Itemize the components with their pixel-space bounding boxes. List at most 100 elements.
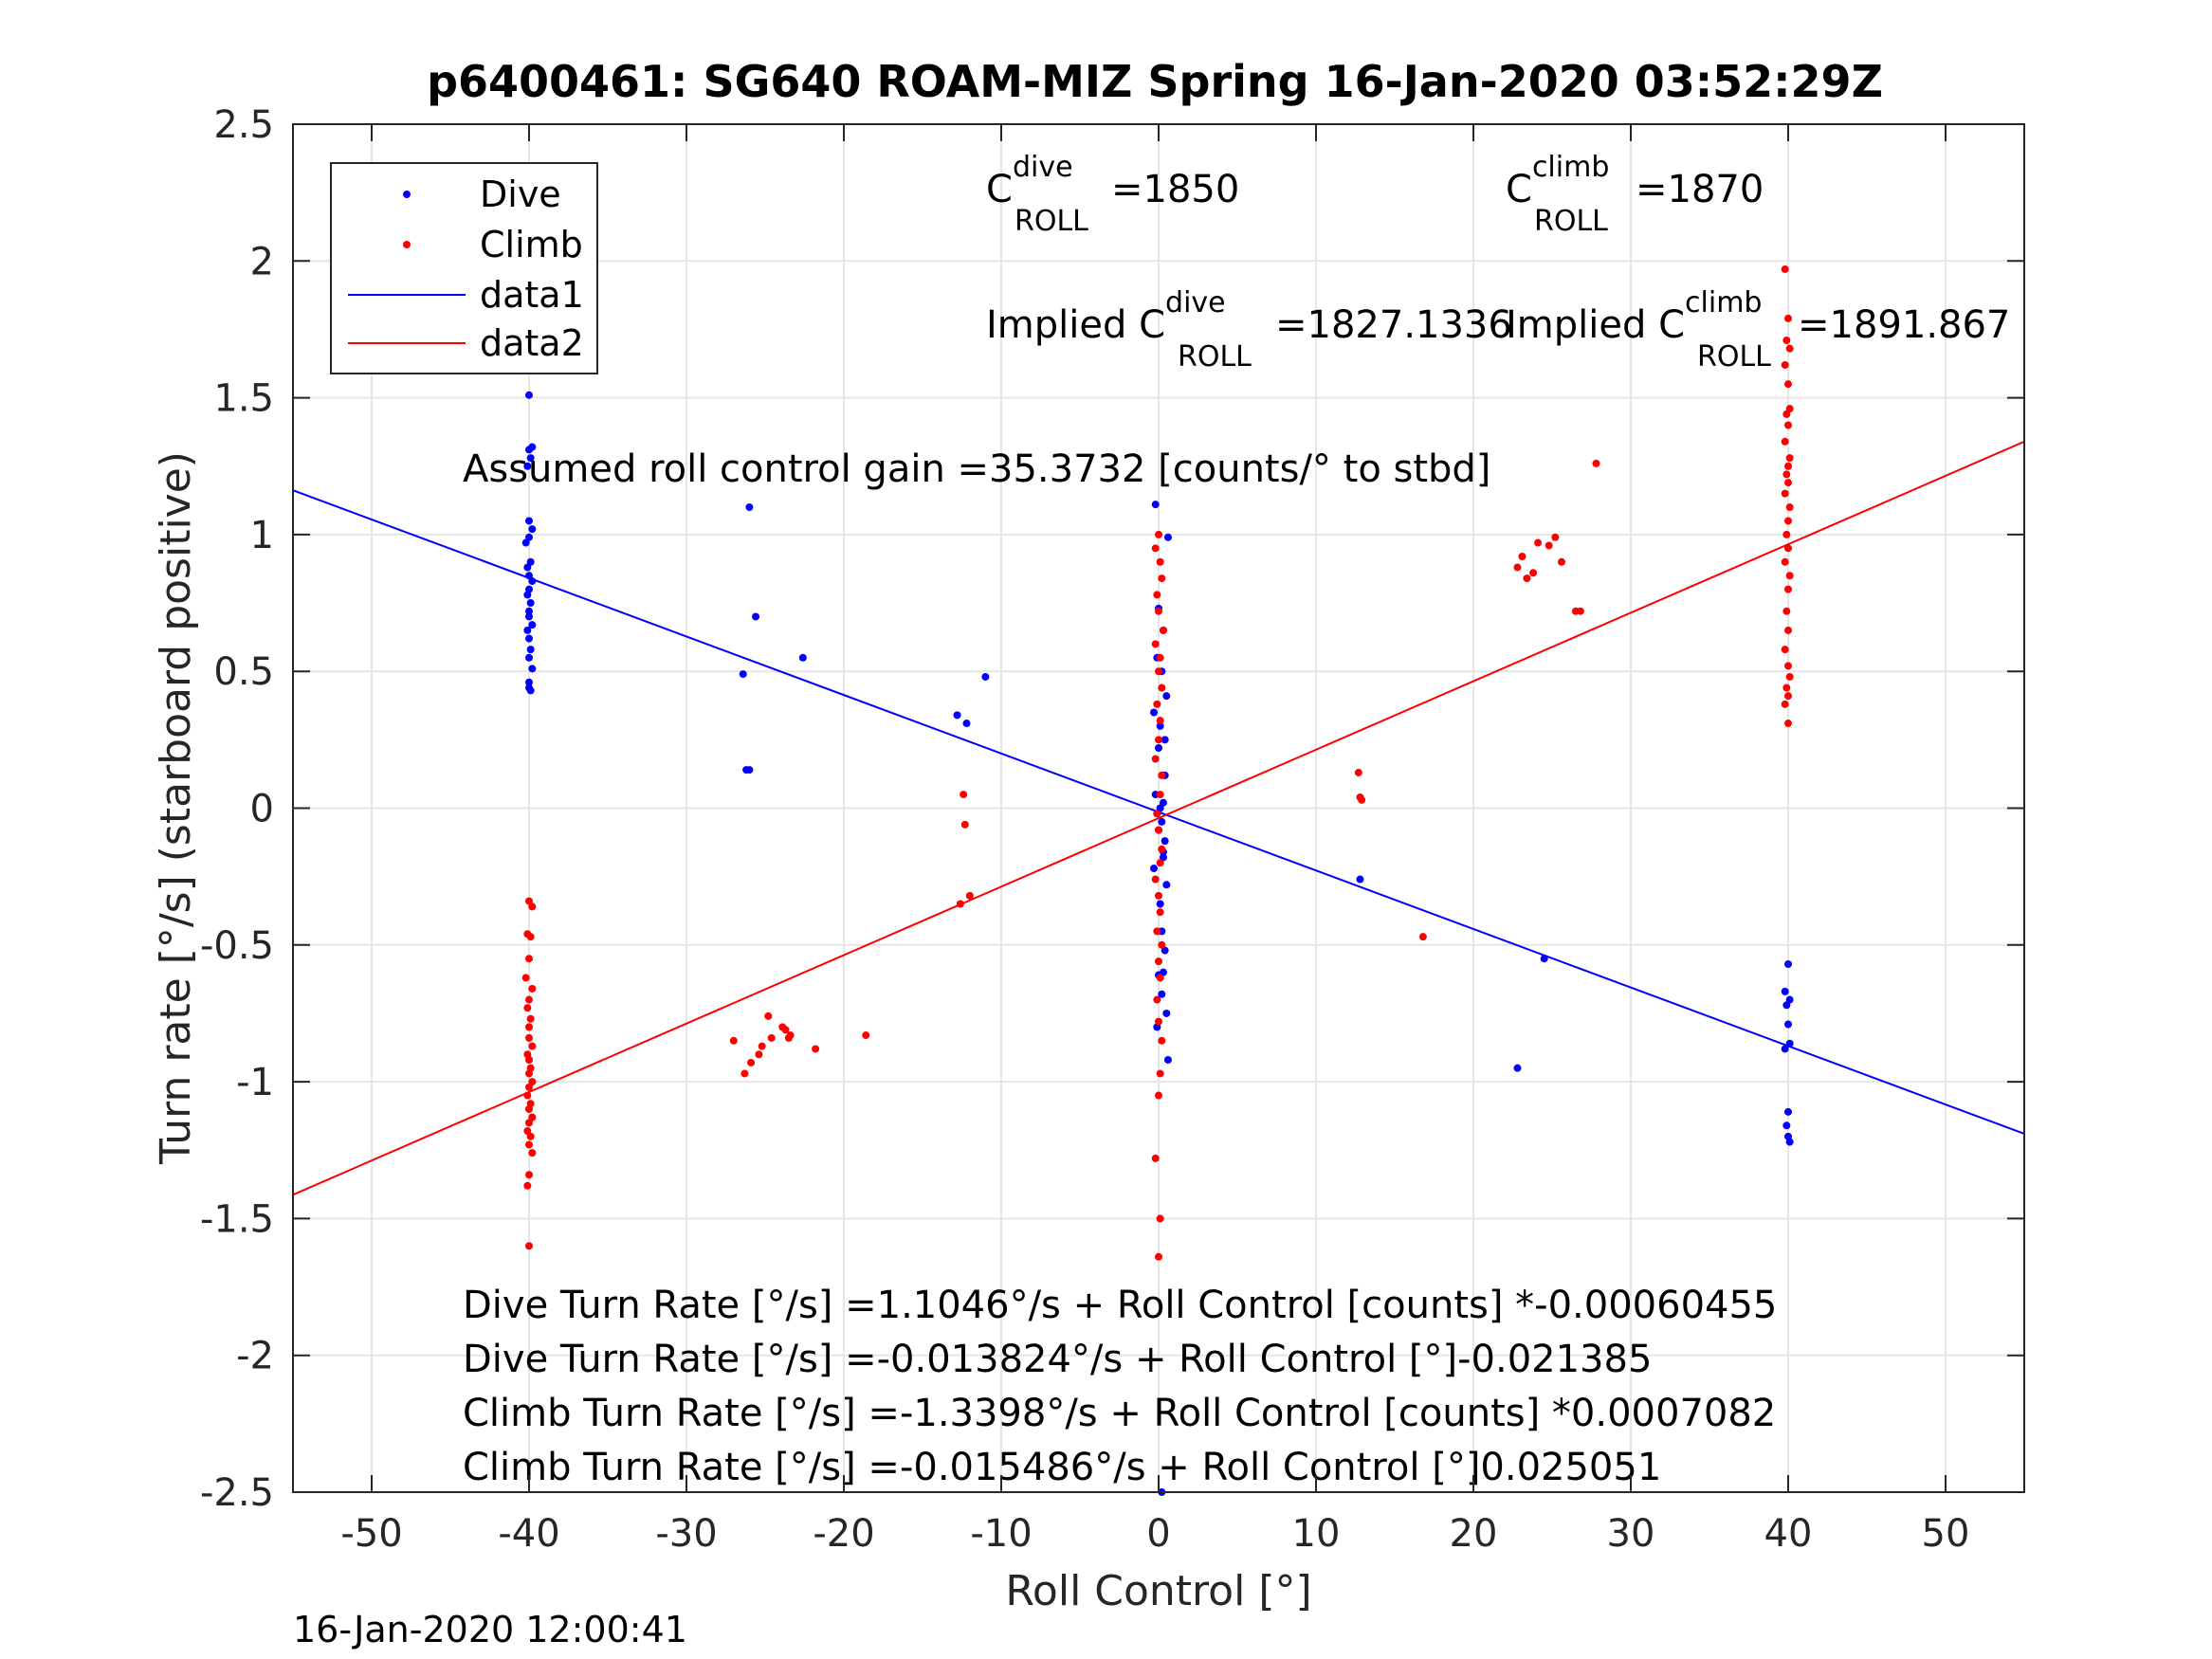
dive-point xyxy=(752,612,760,621)
dive-point xyxy=(1156,721,1164,730)
climb-point xyxy=(528,1042,537,1050)
climb-point xyxy=(1159,626,1167,634)
dive-point xyxy=(1785,1138,1794,1146)
climb-point xyxy=(528,984,537,993)
climb-point xyxy=(1592,459,1600,467)
dive-point xyxy=(1163,533,1172,541)
climb-point xyxy=(1156,557,1164,566)
climb-point xyxy=(1784,662,1792,670)
climb-point xyxy=(1782,607,1791,615)
dive-point xyxy=(962,720,971,728)
dive-point xyxy=(526,599,535,608)
legend: Dive Climb data1 data2 xyxy=(330,162,598,374)
climb-point xyxy=(525,1069,533,1078)
y-tick-label: 1 xyxy=(250,514,274,557)
y-tick-label: 2 xyxy=(250,240,274,283)
climb-point xyxy=(1155,667,1162,676)
climb-point xyxy=(1785,344,1794,353)
dive-point xyxy=(528,665,537,673)
climb-point xyxy=(740,1069,749,1078)
climb-point xyxy=(523,1091,532,1100)
data-points xyxy=(521,264,1794,1496)
dive-point xyxy=(1158,817,1166,826)
dive-point xyxy=(1782,1001,1791,1010)
climb-point xyxy=(1784,720,1792,728)
dive-point xyxy=(1163,1056,1172,1065)
climb-point xyxy=(525,1023,533,1031)
dive-point xyxy=(981,672,990,681)
climb-point xyxy=(1156,859,1164,867)
dive-point xyxy=(525,517,533,525)
climb-point xyxy=(862,1031,870,1040)
legend-label-dive: Dive xyxy=(480,173,561,215)
climb-point xyxy=(521,974,530,982)
climb-point xyxy=(755,1050,763,1059)
legend-marker-climb xyxy=(403,241,411,248)
climb-point xyxy=(1155,1017,1162,1026)
climb-point xyxy=(1551,533,1560,541)
dive-point xyxy=(526,646,535,654)
climb-point xyxy=(1156,974,1164,982)
implied-climb-annotation: Implied Cclimb ROLL=1891.867 xyxy=(1506,286,2010,374)
climb-point xyxy=(1156,653,1164,662)
climb-point xyxy=(525,1119,533,1127)
chart-title: p6400461: SG640 ROAM-MIZ Spring 16-Jan-2… xyxy=(427,56,1883,107)
climb-point xyxy=(1151,755,1160,763)
x-tick-label: -30 xyxy=(655,1512,717,1556)
climb-point xyxy=(1784,517,1792,525)
climb-point xyxy=(1156,1214,1164,1223)
x-tick-label: -40 xyxy=(498,1512,559,1556)
dive-point xyxy=(526,454,535,463)
dive-point xyxy=(739,670,747,679)
dive-point xyxy=(525,612,533,621)
x-tick-label: 50 xyxy=(1922,1512,1970,1556)
climb-point xyxy=(1156,1069,1164,1078)
y-tick-label: 1.5 xyxy=(213,377,274,421)
climb-point xyxy=(1518,552,1526,560)
dive-point xyxy=(1151,501,1160,509)
dive-point xyxy=(523,591,532,599)
climb-point xyxy=(1155,1252,1162,1261)
climb-point xyxy=(525,1033,533,1042)
climb-point xyxy=(1523,574,1531,583)
climb-point xyxy=(1781,264,1789,273)
dive-point xyxy=(525,607,533,615)
dive-point xyxy=(1781,1045,1789,1053)
climb-point xyxy=(1153,591,1161,599)
climb-point xyxy=(528,902,537,911)
axes: -50 -40 -30 -20 -10 0 10 20 30 40 50-2.5-2-1.5-1-0… xyxy=(200,103,2025,1556)
climb-point xyxy=(1545,541,1553,550)
dive-point xyxy=(1150,708,1159,717)
climb-point xyxy=(1153,927,1161,936)
climb-point xyxy=(1781,360,1789,369)
dive-point xyxy=(525,678,533,686)
climb-point xyxy=(1781,700,1789,708)
dive-point xyxy=(1161,837,1169,846)
climb-point xyxy=(1784,585,1792,593)
climb-point xyxy=(1782,530,1791,538)
y-tick-label: -2.5 xyxy=(200,1471,274,1515)
dive-point xyxy=(742,766,751,775)
fit-line-1: Dive Turn Rate [°/s] =1.1046°/s + Roll C… xyxy=(463,1284,1777,1327)
climb-point xyxy=(525,1242,533,1250)
dive-point xyxy=(525,533,533,541)
roll-gain-annotation: Assumed roll control gain =35.3732 [coun… xyxy=(463,447,1490,491)
y-tick-label: 2.5 xyxy=(213,103,274,147)
climb-point xyxy=(1534,538,1543,547)
legend-label-data2: data2 xyxy=(480,322,584,364)
y-tick-label: 0 xyxy=(250,788,274,831)
dive-point xyxy=(1156,900,1164,908)
footer-timestamp: 16-Jan-2020 12:00:41 xyxy=(293,1609,687,1650)
climb-point xyxy=(525,1171,533,1179)
climb-point xyxy=(1784,314,1792,322)
dive-point xyxy=(1784,1020,1792,1029)
dive-point xyxy=(1513,1064,1522,1072)
climb-point xyxy=(784,1033,793,1042)
climb-point xyxy=(1784,380,1792,389)
climb-point xyxy=(1557,557,1565,566)
x-tick-label: -50 xyxy=(340,1512,402,1556)
dive-point xyxy=(745,503,754,512)
dive-point xyxy=(1356,875,1364,884)
dive-point xyxy=(1162,692,1171,701)
legend-box xyxy=(330,162,598,374)
